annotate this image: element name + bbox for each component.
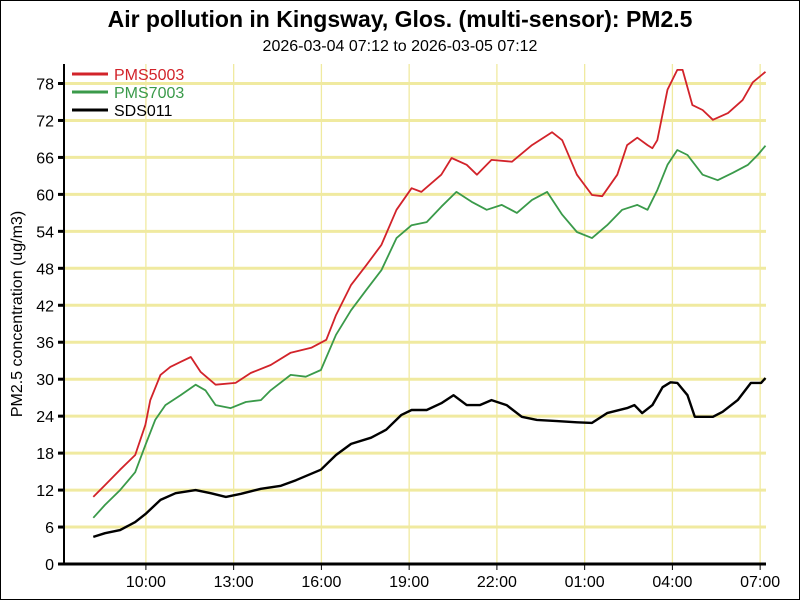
y-tick-label: 78 xyxy=(36,77,54,94)
chart-title: Air pollution in Kingsway, Glos. (multi-… xyxy=(108,6,693,32)
x-tick-label: 19:00 xyxy=(389,574,429,591)
x-tick-label: 07:00 xyxy=(740,574,780,591)
y-tick-label: 30 xyxy=(36,372,54,389)
x-tick-label: 01:00 xyxy=(565,574,605,591)
legend-label-pms7003: PMS7003 xyxy=(114,85,184,102)
y-tick-label: 72 xyxy=(36,113,54,130)
y-tick-label: 6 xyxy=(45,520,54,537)
x-tick-label: 22:00 xyxy=(477,574,517,591)
x-tick-label: 13:00 xyxy=(214,574,254,591)
legend-label-sds011: SDS011 xyxy=(114,103,173,120)
chart-subtitle: 2026-03-04 07:12 to 2026-03-05 07:12 xyxy=(263,38,538,55)
y-tick-label: 54 xyxy=(36,224,54,241)
axes: 0 6 12 18 24 30 36 42 48 54 60 66 72 78 10:00 13:00 16:0… xyxy=(36,64,780,591)
y-tick-label: 24 xyxy=(36,409,54,426)
series-line-pms5003 xyxy=(92,69,767,498)
x-tick-label: 16:00 xyxy=(301,574,341,591)
y-tick-label: 66 xyxy=(36,150,54,167)
series-line-pms7003 xyxy=(92,145,767,519)
y-tick-label: 42 xyxy=(36,298,54,315)
legend-label-pms5003: PMS5003 xyxy=(114,67,184,84)
x-tick-label: 04:00 xyxy=(652,574,692,591)
y-tick-label: 48 xyxy=(36,261,54,278)
y-tick-label: 12 xyxy=(36,483,54,500)
series-line-sds011 xyxy=(92,377,767,539)
y-tick-label: 18 xyxy=(36,446,54,463)
y-tick-label: 0 xyxy=(45,557,54,574)
series-group xyxy=(92,69,767,539)
y-axis-label: PM2.5 concentration (ug/m3) xyxy=(9,211,26,417)
grid xyxy=(64,64,766,564)
y-tick-label: 60 xyxy=(36,187,54,204)
y-tick-label: 36 xyxy=(36,335,54,352)
x-tick-label: 10:00 xyxy=(126,574,166,591)
